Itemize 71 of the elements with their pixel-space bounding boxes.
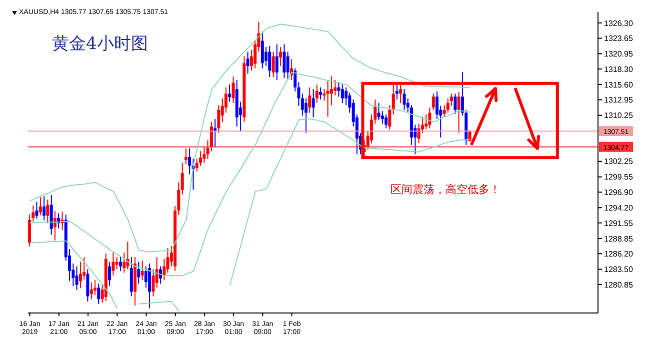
candlestick	[304, 98, 308, 134]
y-tick-label: 1288.85	[604, 234, 634, 244]
candlestick	[42, 196, 46, 221]
candlestick	[377, 102, 380, 121]
y-tick-label: 1312.95	[604, 96, 634, 105]
y-tick-label: 1283.50	[604, 265, 634, 274]
y-tick-label: 1291.55	[604, 218, 634, 228]
y-tick-label: 1326.30	[604, 18, 634, 28]
y-tick-label: 1299.55	[604, 172, 634, 182]
candlestick	[144, 266, 148, 288]
candlestick	[112, 252, 115, 276]
y-tick-label: 1318.30	[604, 64, 634, 74]
candlestick	[432, 93, 435, 110]
y-tick-label: 1280.85	[604, 280, 634, 290]
y-tick-label: 1294.20	[604, 204, 634, 213]
candlestick	[268, 45, 272, 78]
candlestick	[108, 261, 112, 286]
candlestick	[137, 261, 140, 284]
candlestick	[384, 114, 388, 129]
candlestick	[93, 280, 96, 296]
candlestick	[232, 76, 235, 104]
candlestick	[162, 258, 166, 281]
candlestick	[35, 201, 38, 220]
candlestick	[282, 44, 286, 79]
candlestick	[180, 162, 184, 195]
candlestick	[152, 268, 155, 297]
candlestick	[184, 148, 188, 164]
candlestick	[446, 98, 450, 114]
candlestick	[454, 93, 457, 114]
candlestick	[97, 283, 100, 304]
y-tick-label: 1286.20	[604, 250, 634, 259]
candlestick	[275, 44, 278, 80]
candlestick	[322, 88, 326, 102]
candlestick	[118, 256, 122, 272]
candlestick	[202, 146, 206, 164]
text: 黄金4小时图	[52, 33, 148, 55]
candlestick	[90, 282, 93, 300]
candlestick	[388, 104, 392, 130]
y-tick-label: 1302.25	[604, 157, 634, 166]
candlestick	[217, 104, 220, 134]
candlestick	[279, 46, 282, 67]
candlestick	[312, 88, 315, 118]
y-tick-label: 1296.90	[604, 188, 634, 197]
candlestick	[308, 86, 312, 114]
candlestick	[319, 86, 322, 100]
candlestick	[78, 261, 82, 289]
candlestick	[246, 51, 250, 74]
y-tick-label: 1310.25	[604, 111, 634, 120]
annotation: 区间震荡，高空低多！	[390, 182, 501, 197]
y-tick-label: 1323.65	[604, 34, 634, 44]
candlestick	[286, 51, 290, 80]
candlestick	[140, 260, 144, 281]
candlestick	[402, 88, 406, 110]
candlestick	[228, 84, 232, 102]
candlestick	[38, 196, 42, 216]
candlestick	[457, 92, 460, 134]
candlestick	[428, 107, 432, 129]
candlestick	[260, 31, 264, 69]
candlestick	[75, 266, 78, 290]
candlestick	[166, 247, 170, 274]
candlestick	[130, 256, 133, 297]
candlestick	[155, 256, 158, 288]
candlestick	[272, 51, 275, 78]
y-tick-label: 1320.95	[604, 50, 634, 59]
candlestick	[340, 84, 344, 104]
candlestick	[86, 268, 90, 302]
candlestick	[315, 84, 318, 104]
y-tick-label: 1315.60	[604, 80, 634, 90]
candlestick	[46, 199, 50, 224]
candlestick	[392, 84, 395, 115]
candlestick	[148, 263, 152, 309]
